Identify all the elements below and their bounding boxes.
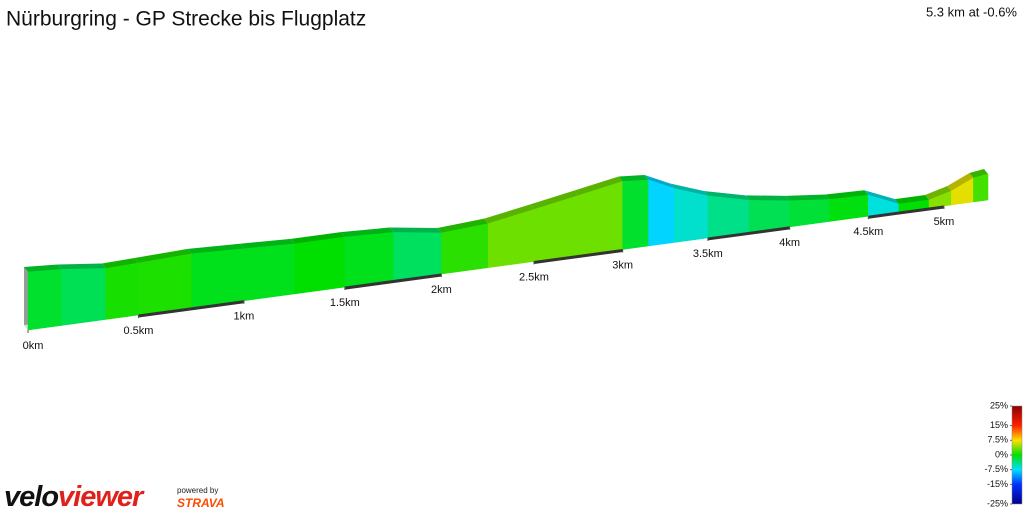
x-tick-label: 5km <box>934 216 955 228</box>
tick-band <box>533 248 623 264</box>
segment <box>973 173 989 203</box>
logo-velo: velo <box>4 481 58 512</box>
segment <box>707 195 750 239</box>
segment-top <box>703 190 750 201</box>
tick-band <box>344 273 442 290</box>
logo: veloviewer <box>4 481 145 512</box>
segment <box>138 253 193 316</box>
x-tick-label: 0.5km <box>123 325 153 337</box>
segment-top <box>574 176 623 196</box>
segment-top <box>187 243 244 254</box>
segment-top <box>947 172 974 191</box>
segment-top <box>618 174 649 182</box>
profile <box>24 169 989 331</box>
segment <box>829 194 869 222</box>
tick-band <box>138 300 245 318</box>
segment <box>243 243 296 302</box>
segment <box>393 232 442 281</box>
segment-top <box>670 183 708 196</box>
segment-top <box>290 232 345 244</box>
segment <box>622 179 649 250</box>
segment <box>61 268 107 326</box>
segment-top <box>437 218 489 234</box>
colorbar-label: 25% <box>990 400 1008 410</box>
colorbar-label: -25% <box>987 498 1008 508</box>
segment-top <box>745 195 790 201</box>
segment <box>105 262 139 320</box>
chart-title: Nürburgring - GP Strecke bis Flugplatz <box>6 8 366 31</box>
segment <box>294 236 346 295</box>
segment-top <box>785 194 830 201</box>
colorbar-bar <box>1011 405 1023 505</box>
segment-top <box>925 185 952 200</box>
tick-band <box>868 205 945 219</box>
segment-top <box>969 169 988 178</box>
segment <box>191 248 245 309</box>
segment-top <box>101 258 139 269</box>
x-tick-label: 4.5km <box>853 226 883 238</box>
side-face <box>24 267 28 330</box>
chart-subtitle: 5.3 km at -0.6% <box>926 4 1017 19</box>
segment <box>344 232 394 288</box>
colorbar: 25% 15% 7.5% 0% -7.5% -15% -25% <box>984 400 1023 508</box>
segment-top <box>644 174 675 189</box>
segment <box>648 179 675 247</box>
x-tick-label: 2.5km <box>519 271 549 283</box>
segment-top <box>864 190 899 205</box>
colorbar-label: 7.5% <box>987 435 1008 445</box>
x-tick-label: 4km <box>779 237 800 249</box>
colorbar-label: -7.5% <box>984 464 1008 474</box>
powered-by: powered by <box>177 486 218 495</box>
x-axis: 0km 0.5km 1km 1.5km 2km 2.5km 3km 3.5km 4km 4.5km… <box>23 205 955 352</box>
segment-top <box>57 263 106 270</box>
segment-top <box>340 227 394 238</box>
x-tick-label: 2km <box>431 284 452 296</box>
x-tick-label: 3.5km <box>693 248 723 260</box>
segment-top <box>389 227 442 234</box>
segment <box>673 188 709 243</box>
segment-top <box>529 190 579 210</box>
x-tick-label: 1.5km <box>330 297 360 309</box>
segment <box>789 199 830 228</box>
tick-band <box>707 226 790 241</box>
colorbar-label: -15% <box>987 479 1008 489</box>
segment-top <box>484 204 534 224</box>
segment-top <box>894 194 930 205</box>
logo-viewer: viewer <box>58 481 145 512</box>
x-tick-label: 0km <box>23 340 44 352</box>
segment-top <box>825 190 869 200</box>
x-tick-label: 1km <box>234 311 255 323</box>
x-tick-label: 3km <box>612 259 633 271</box>
segment <box>27 269 62 331</box>
segment-top <box>134 248 192 264</box>
segment-top <box>239 238 295 249</box>
colorbar-label: 15% <box>990 420 1008 430</box>
strava-logo: STRAVA <box>177 496 225 510</box>
colorbar-label: 0% <box>995 449 1008 459</box>
